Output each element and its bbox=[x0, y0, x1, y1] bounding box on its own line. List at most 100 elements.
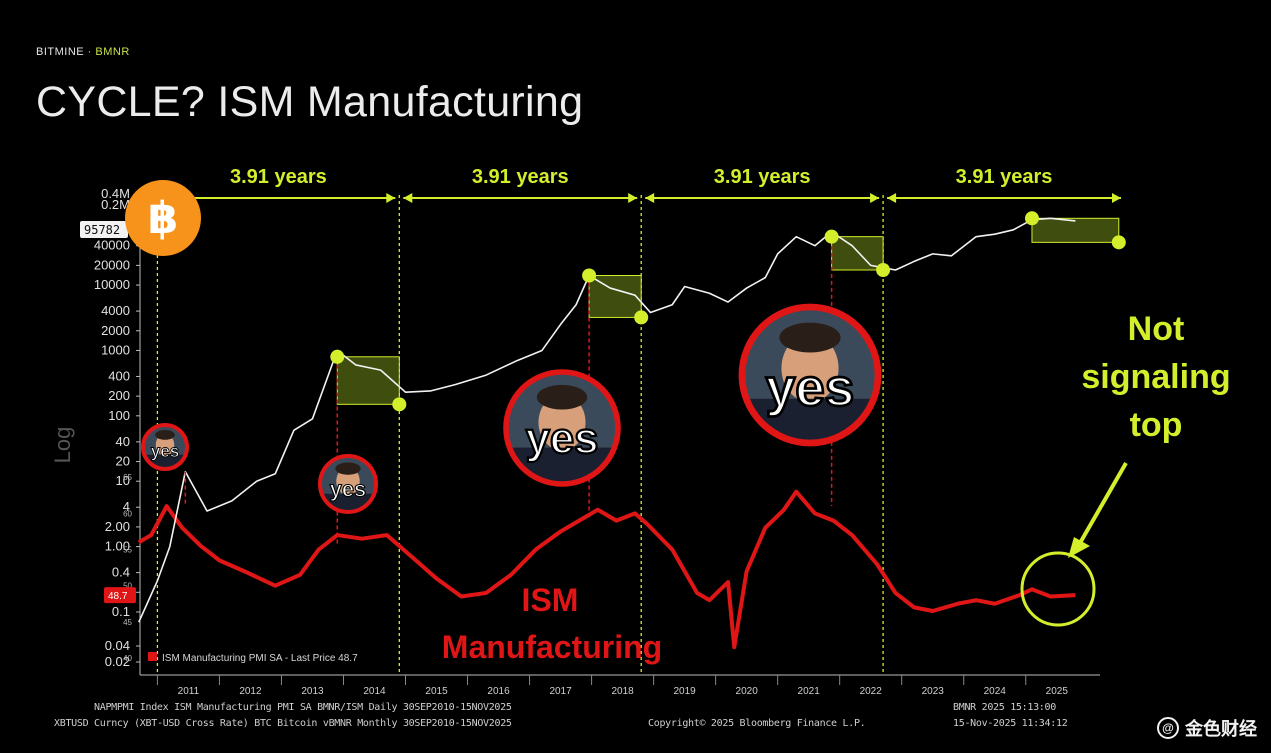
ism-tick-label: 45 bbox=[123, 618, 132, 627]
cycle-point-dot bbox=[330, 349, 345, 364]
yes-label: yes bbox=[766, 359, 854, 418]
x-tick-label: 2014 bbox=[363, 686, 386, 697]
cycle-arrow-head bbox=[386, 193, 396, 203]
btc-tick-label: 0.04 bbox=[105, 638, 130, 653]
btc-series-line bbox=[138, 217, 1076, 623]
footer-source-btc: XBTUSD Curncy (XBT-USD Cross Rate) BTC B… bbox=[54, 718, 512, 729]
btc-tick-label: 0.2M bbox=[101, 197, 130, 212]
x-tick-label: 2015 bbox=[425, 686, 448, 697]
btc-tick-label: 0.1 bbox=[112, 604, 130, 619]
footer-copyright: Copyright© 2025 Bloomberg Finance L.P. bbox=[648, 718, 866, 729]
x-tick-label: 2021 bbox=[798, 686, 821, 697]
brand-ticker: BMNR bbox=[95, 46, 130, 58]
bear-market-box bbox=[1031, 217, 1120, 243]
cycle-arrow-head bbox=[403, 193, 413, 203]
face-ring bbox=[503, 369, 621, 487]
cycle-point-dot bbox=[634, 310, 649, 325]
y-axis-label: Log bbox=[50, 427, 75, 464]
face-hair bbox=[335, 462, 361, 475]
x-tick-label: 2013 bbox=[301, 686, 324, 697]
callout-highlight-circle bbox=[1020, 551, 1096, 627]
face-hair bbox=[536, 384, 588, 410]
bitcoin-icon bbox=[125, 180, 201, 256]
cycle-point-dot bbox=[876, 262, 891, 277]
face-hair bbox=[779, 322, 841, 353]
x-tick-label: 2022 bbox=[860, 686, 883, 697]
ism-annotation-text: Manufacturing bbox=[442, 629, 662, 665]
cycle-point-dot bbox=[1111, 235, 1126, 250]
callout-text: top bbox=[1130, 406, 1183, 444]
yes-label: yes bbox=[151, 441, 180, 461]
cycle-arrow-head bbox=[628, 193, 638, 203]
brand-name: BITMINE bbox=[36, 46, 85, 58]
bear-market-box bbox=[831, 236, 884, 271]
btc-tick-label: 40000 bbox=[94, 238, 130, 253]
btc-tick-label: 2.00 bbox=[105, 519, 130, 534]
watermark-text: 金色财经 bbox=[1185, 719, 1257, 739]
cycle-point-dot bbox=[582, 268, 597, 283]
brand-label: BITMINE · BMNR bbox=[36, 46, 130, 58]
btc-tick-label: 2000 bbox=[101, 323, 130, 338]
btc-tick-label: 20 bbox=[116, 454, 130, 469]
legend-swatch bbox=[148, 652, 157, 661]
cycle-arrow-head bbox=[645, 193, 655, 203]
cycle-duration-label: 3.91 years bbox=[472, 166, 569, 188]
yes-label: yes bbox=[330, 477, 366, 502]
cycle-duration-label: 3.91 years bbox=[956, 166, 1053, 188]
cycle-duration-label: 3.91 years bbox=[230, 166, 327, 188]
btc-tick-label: 0.02 bbox=[105, 654, 130, 669]
face-skin bbox=[538, 394, 586, 451]
ism-tick-label: 40 bbox=[123, 654, 132, 663]
x-tick-label: 2018 bbox=[611, 686, 634, 697]
ism-tick-label: 55 bbox=[123, 546, 132, 555]
ism-tick-label: 50 bbox=[123, 582, 132, 591]
ism-tick-label: 60 bbox=[123, 509, 132, 518]
x-tick-label: 2012 bbox=[239, 686, 262, 697]
btc-tick-label: 20000 bbox=[94, 257, 130, 272]
face-ring bbox=[318, 454, 378, 514]
bear-market-box bbox=[588, 275, 642, 318]
btc-tick-label: 0.4 bbox=[112, 565, 130, 580]
face-skin bbox=[781, 334, 839, 403]
x-tick-label: 2017 bbox=[549, 686, 572, 697]
btc-tick-label: 4 bbox=[123, 499, 130, 514]
btc-tick-label: 100 bbox=[108, 408, 130, 423]
btc-tick-label: 0.4M bbox=[101, 186, 130, 201]
footer-timestamp-2: 15-Nov-2025 11:34:12 bbox=[953, 718, 1068, 729]
btc-tick-label: 4000 bbox=[101, 303, 130, 318]
cycle-point-dot bbox=[824, 229, 839, 244]
btc-tick-label: 10 bbox=[116, 473, 130, 488]
face-group bbox=[143, 425, 187, 469]
btc-tick-label: 400 bbox=[108, 368, 130, 383]
x-tick-label: 2011 bbox=[178, 686, 200, 697]
btc-tick-label: 1.00 bbox=[105, 539, 130, 554]
cycle-arrow-head bbox=[870, 193, 880, 203]
ism-tick-label: 65 bbox=[123, 473, 132, 482]
face-skin bbox=[155, 433, 175, 456]
x-tick-label: 2025 bbox=[1046, 686, 1069, 697]
face-skin bbox=[336, 467, 360, 496]
cycle-arrow-head bbox=[887, 193, 897, 203]
bear-market-box bbox=[336, 356, 400, 405]
ism-last-price-label: 48.7 bbox=[108, 591, 128, 602]
callout-arrow-head bbox=[1068, 537, 1090, 558]
ism-series-line bbox=[137, 489, 1076, 650]
cycle-point-dot bbox=[1024, 211, 1039, 226]
cycle-point-dot bbox=[392, 397, 407, 412]
ism-last-badge-bg bbox=[104, 587, 136, 604]
x-tick-label: 2016 bbox=[487, 686, 510, 697]
last-price-badge-bg bbox=[80, 221, 128, 238]
x-tick-label: 2019 bbox=[673, 686, 696, 697]
callout-arrow-line bbox=[1074, 462, 1128, 551]
ism-annotation-text: ISM bbox=[522, 582, 579, 618]
callout-text: Not bbox=[1128, 310, 1185, 348]
btc-tick-label: 1000 bbox=[101, 342, 130, 357]
brand-separator: · bbox=[84, 46, 96, 58]
bitcoin-icon-glyph: ฿ bbox=[148, 194, 179, 243]
face-ring bbox=[738, 303, 882, 447]
btc-tick-label: 10000 bbox=[94, 277, 130, 292]
x-tick-label: 2023 bbox=[922, 686, 945, 697]
cycle-arrow-head bbox=[1112, 193, 1121, 203]
callout-text: signaling bbox=[1081, 358, 1230, 396]
